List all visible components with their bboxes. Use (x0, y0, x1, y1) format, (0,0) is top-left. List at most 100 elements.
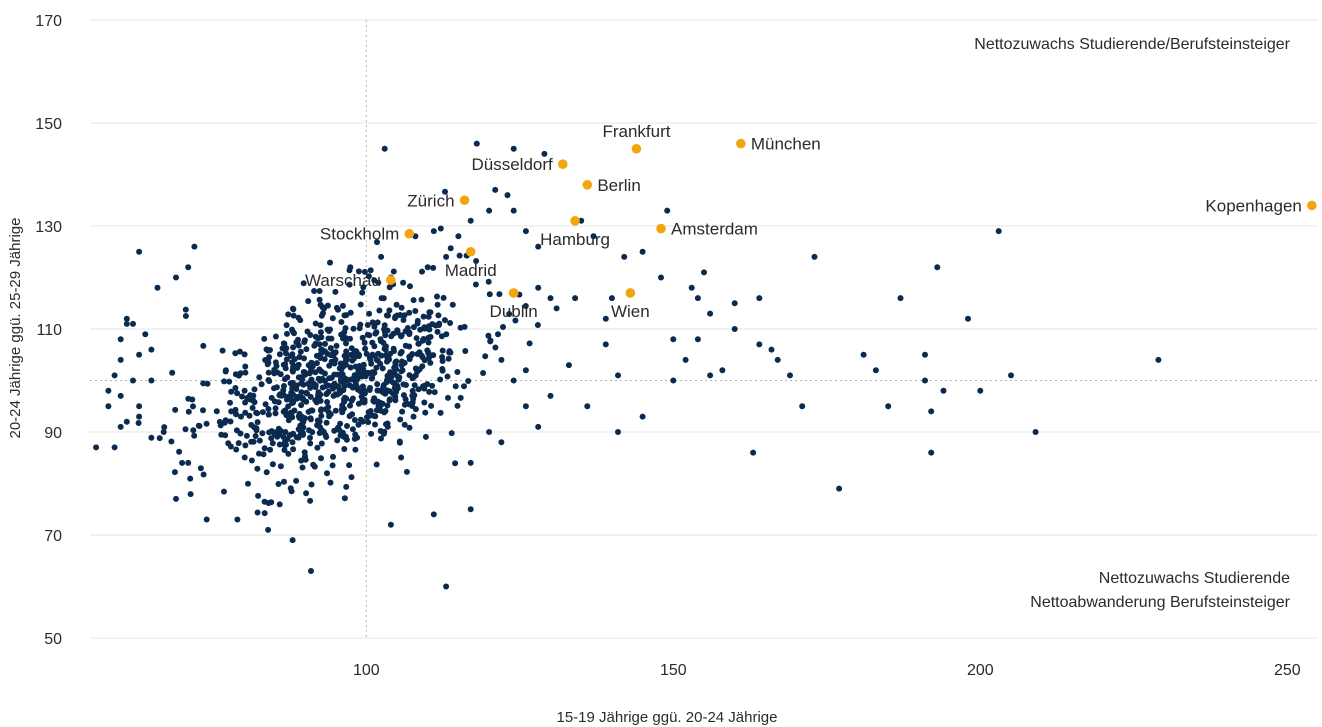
data-point (203, 420, 210, 427)
data-point (756, 295, 763, 302)
data-point (378, 338, 384, 345)
data-point (454, 402, 461, 409)
data-point (293, 477, 300, 484)
data-point (367, 267, 374, 274)
data-point (526, 340, 533, 347)
data-point (467, 217, 474, 224)
data-point (510, 207, 517, 214)
data-point (467, 506, 474, 513)
data-point (811, 253, 818, 260)
data-point (355, 400, 362, 407)
data-point (639, 413, 646, 420)
data-point (402, 342, 409, 349)
data-point (349, 357, 356, 364)
data-point (296, 354, 303, 360)
data-point (398, 304, 405, 311)
data-point (324, 399, 331, 405)
data-point (361, 339, 368, 346)
data-point (347, 364, 354, 371)
data-point (414, 320, 421, 327)
data-point (359, 334, 366, 341)
data-point (439, 347, 446, 354)
data-point (302, 415, 308, 422)
city-point (625, 288, 636, 298)
data-point (232, 350, 239, 357)
data-point (535, 423, 542, 430)
data-point (288, 389, 295, 396)
data-point (425, 350, 432, 357)
data-point (204, 380, 211, 387)
data-point (111, 444, 118, 451)
data-point (425, 313, 432, 320)
data-point (142, 331, 149, 338)
data-point (443, 253, 450, 260)
data-point (572, 295, 579, 302)
data-point (301, 369, 308, 376)
data-point (265, 411, 272, 418)
data-point (130, 377, 136, 384)
data-point (349, 411, 356, 418)
data-point (398, 454, 405, 461)
city-point (465, 246, 476, 257)
city-point (459, 195, 470, 206)
data-point (185, 264, 192, 271)
data-point (341, 446, 348, 452)
data-point (485, 278, 492, 285)
data-point (291, 365, 298, 372)
data-point (374, 239, 380, 246)
data-point (444, 373, 451, 380)
data-point (200, 380, 207, 387)
data-point (670, 336, 677, 343)
data-point (290, 312, 297, 319)
data-point (302, 453, 308, 460)
x-tick-label: 100 (353, 662, 380, 679)
city-point (386, 275, 396, 285)
data-point (431, 389, 438, 396)
data-point (422, 409, 429, 416)
data-point (486, 207, 493, 214)
data-point (473, 258, 480, 264)
data-point (492, 344, 499, 351)
data-point (216, 418, 223, 425)
data-point (421, 324, 428, 331)
data-point (396, 438, 403, 445)
data-point (242, 363, 249, 370)
city-label: Madrid (445, 261, 497, 280)
data-point (314, 417, 321, 424)
data-point (522, 403, 529, 410)
data-point (268, 499, 275, 506)
data-point (547, 295, 554, 302)
data-point (403, 382, 409, 388)
data-point (290, 344, 297, 351)
data-point (639, 248, 646, 255)
data-point (369, 374, 376, 381)
data-point (701, 269, 707, 276)
data-point (409, 387, 416, 394)
data-point (267, 446, 274, 453)
data-point (273, 363, 280, 369)
data-point (358, 370, 365, 377)
data-point (429, 382, 436, 389)
data-point (123, 320, 130, 327)
data-point (323, 419, 330, 426)
data-point (289, 351, 296, 358)
data-point (307, 393, 314, 400)
data-point (287, 380, 294, 387)
data-point (311, 288, 318, 294)
data-point (185, 408, 192, 415)
data-point (245, 480, 251, 487)
data-point (349, 395, 356, 402)
data-point (467, 459, 474, 466)
data-point (374, 357, 381, 364)
data-point (227, 443, 234, 450)
data-point (338, 366, 345, 373)
data-point (265, 369, 272, 376)
data-point (117, 423, 124, 430)
data-point (377, 402, 384, 409)
data-point (465, 378, 472, 384)
data-point (197, 465, 204, 472)
data-point (248, 457, 255, 464)
data-point (254, 410, 261, 417)
y-axis-title: 20-24 Jährige ggü. 25-29 Jährige (7, 218, 24, 439)
